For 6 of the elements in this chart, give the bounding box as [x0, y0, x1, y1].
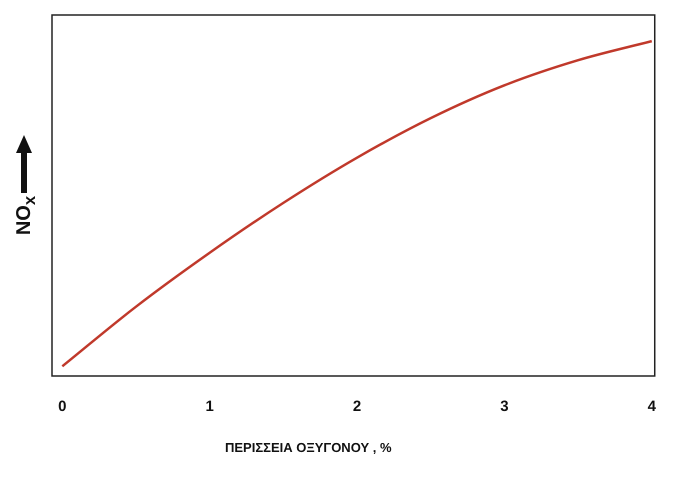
x-tick-label: 2 [352, 398, 362, 416]
x-tick-label: 1 [206, 398, 214, 416]
x-axis-title: ΠΕΡΙΣΣΕΙΑ ΟΞΥΓΟΝΟΥ , % [225, 440, 392, 455]
x-tick-label: 0 [58, 398, 66, 416]
x-tick-label: 4 [648, 398, 657, 416]
x-tick-label: 3 [500, 398, 509, 416]
